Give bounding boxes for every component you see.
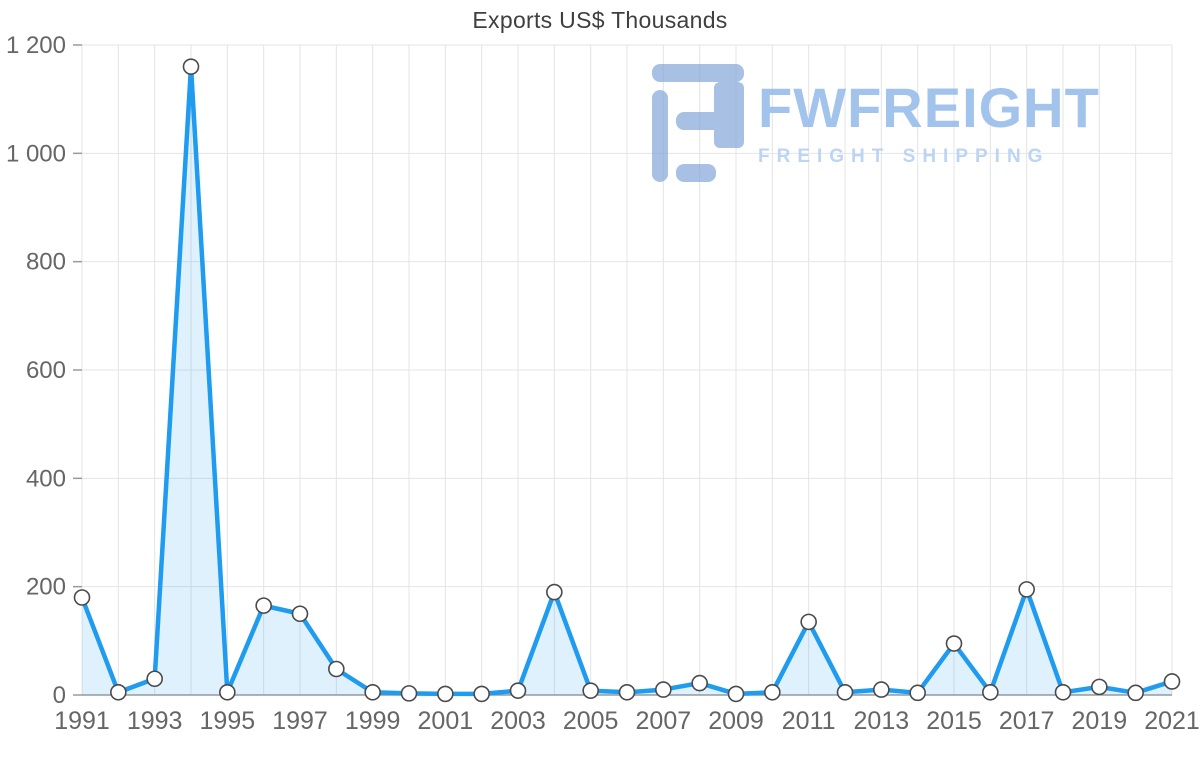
x-axis-label: 1995 [200,707,256,735]
data-point-marker [328,660,345,678]
x-axis-label: 1993 [127,707,183,735]
x-axis-label: 2017 [999,707,1055,735]
y-axis-label: 1 000 [6,140,66,167]
data-point-marker [182,58,200,75]
data-point-marker [1054,683,1072,701]
data-point-marker [582,682,599,699]
data-point-marker [836,683,854,701]
data-point-marker [618,683,636,701]
data-point-marker [473,685,490,703]
data-point-marker [727,685,745,703]
data-point-marker [291,605,309,623]
chart-title: Exports US$ Thousands [472,7,728,33]
data-point-marker [509,682,527,699]
data-point-marker [110,683,127,701]
data-point-marker [691,674,708,692]
x-axis-label: 2013 [854,707,910,735]
x-axis-label: 2019 [1072,707,1128,735]
data-point-marker [873,681,890,698]
x-axis-label: 1991 [54,707,110,735]
data-point-marker [764,683,781,701]
data-point-marker [1018,581,1035,598]
x-axis-label: 2009 [708,707,764,735]
data-point-marker [800,613,817,631]
data-point-marker [400,685,418,702]
x-axis-label: 2005 [563,707,619,735]
x-axis-label: 2003 [490,707,546,735]
y-axis-label: 0 [53,682,66,709]
y-axis-label: 600 [26,357,66,384]
x-axis-label: 2001 [418,707,474,735]
x-axis-label: 1999 [345,707,401,735]
y-axis-label: 400 [26,465,66,492]
y-axis-label: 200 [26,574,66,601]
data-point-marker [909,684,926,702]
data-point-marker [982,683,999,701]
area-fill [82,66,1172,695]
data-point-marker [945,635,963,652]
y-axis-label: 1 200 [6,32,66,59]
data-point-marker [146,670,163,688]
data-point-marker [1091,678,1108,696]
y-axis-label: 800 [26,249,66,276]
data-point-marker [364,683,381,701]
data-point-marker [1163,673,1181,690]
data-point-marker [219,683,236,701]
x-axis-label: 2011 [782,707,836,735]
x-axis-label: 2007 [636,707,692,735]
data-point-marker [73,589,91,606]
data-point-marker [1127,684,1144,702]
data-point-marker [546,583,563,601]
data-point-marker [255,597,272,614]
data-point-marker [437,685,454,703]
x-axis-label: 2021 [1144,707,1200,735]
x-axis-label: 1997 [272,707,328,735]
x-axis-label: 2015 [926,707,982,735]
data-point-marker [655,681,672,698]
